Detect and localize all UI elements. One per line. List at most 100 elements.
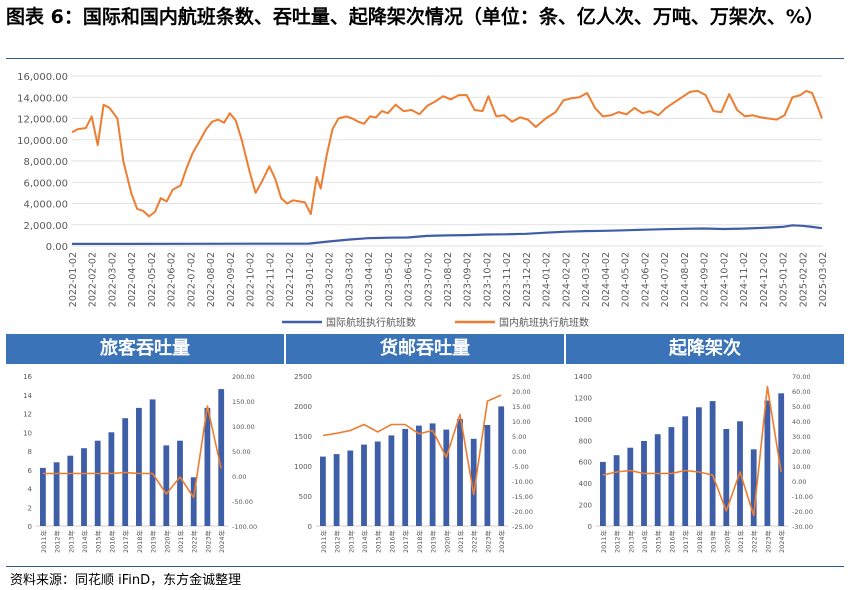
bar [764,400,771,526]
x-tick-label: 2018年 [695,530,704,554]
bar [668,427,675,526]
y2-tick-label: 50.00 [232,448,251,456]
x-tick-label: 2025-03-02 [818,252,829,307]
bar [204,407,211,526]
bar [149,399,156,526]
y2-tick-label: 0.00 [232,473,246,481]
legend-label: 国内航班执行航班数 [499,316,589,329]
x-tick-label: 2022-07-02 [186,252,197,307]
x-tick-label: 2023年 [483,530,492,554]
y-tick-label: 16 [23,373,32,381]
y2-tick-label: 30.00 [792,433,811,441]
x-tick-label: 2022-05-02 [147,252,158,307]
bar [402,428,409,526]
y2-tick-label: 5.00 [512,433,526,441]
bar [723,429,730,526]
y2-tick-label: 25.00 [512,373,531,381]
bar [67,455,74,526]
bar [190,477,197,527]
x-tick-label: 2023-04-02 [364,252,375,307]
x-tick-label: 2024年 [497,530,506,554]
panel-title-movements: 起降架次 [566,334,844,364]
bar [136,407,142,526]
x-tick-label: 2023-11-02 [502,252,513,307]
y-tick-label: 500 [299,493,312,501]
bar [498,406,505,526]
y2-tick-label: 200.00 [232,373,255,381]
bar [709,401,716,526]
y2-tick-label: -50.00 [232,498,253,506]
y-tick-label: 2000 [294,403,312,411]
y-tick-label: 1400 [574,373,592,381]
bar [641,441,647,526]
y-tick-label: 8 [28,448,32,456]
x-tick-label: 2020年 [442,530,451,554]
bar [457,419,463,526]
panel-title-passengers: 旅客吞吐量 [6,334,284,364]
x-tick-label: 2021年 [736,530,745,554]
bar [627,447,634,526]
x-tick-label: 2020年 [162,530,171,554]
y2-tick-label: -10.00 [512,478,533,486]
series-line-0 [71,224,823,245]
x-tick-label: 2024-10-02 [719,252,730,307]
x-tick-label: 2018年 [135,530,144,554]
x-tick-label: 2016年 [107,530,116,554]
x-tick-label: 2023-03-02 [344,252,355,307]
y2-tick-label: -5.00 [512,463,529,471]
x-tick-label: 2024-02-02 [561,252,572,307]
x-tick-label: 2023-06-02 [404,252,415,307]
y2-tick-label: 0.00 [512,448,526,456]
y-tick-label: 1000 [574,416,592,424]
x-tick-label: 2014年 [360,530,369,554]
x-tick-label: 2012年 [333,530,342,554]
y2-tick-label: 10.00 [512,418,531,426]
bar [81,448,87,526]
x-tick-label: 2023-07-02 [423,252,434,307]
bar [320,456,326,526]
y-tick-label: 4 [28,486,33,494]
y-tick-label: 14,000.00 [17,93,68,104]
x-tick-label: 2024-11-02 [739,252,750,307]
figure-title: 图表 6：国际和国内航班条数、吞吐量、起降架次情况（单位：条、亿人次、万吨、万架… [6,6,824,28]
bar [177,440,183,526]
y2-tick-label: -25.00 [512,523,533,531]
x-tick-label: 2018年 [415,530,424,554]
bar [94,440,101,526]
x-tick-label: 2023-10-02 [482,252,493,307]
x-tick-label: 2024年 [777,530,786,554]
panel-title-cargo: 货邮吞吐量 [286,334,564,364]
bar [778,393,785,527]
y-tick-label: 10,000.00 [17,136,68,147]
series-line-1 [71,89,823,218]
y-tick-label: 800 [579,437,592,445]
y2-tick-label: 50.00 [792,403,811,411]
bar [750,449,757,526]
growth-line [322,394,502,496]
bar [108,432,115,527]
y2-tick-label: 15.00 [512,403,531,411]
x-tick-label: 2022-04-02 [127,252,138,307]
x-tick-label: 2017年 [681,530,690,554]
y2-tick-label: 40.00 [792,418,811,426]
source-note: 资料来源：同花顺 iFinD，东方金诚整理 [10,573,242,588]
x-tick-label: 2023年 [203,530,212,554]
y-tick-label: 1200 [574,394,592,402]
x-tick-label: 2022-12-02 [285,252,296,307]
x-tick-label: 2022年 [190,530,199,554]
x-tick-label: 2014年 [640,530,649,554]
x-tick-label: 2022年 [750,530,759,554]
y2-tick-label: 60.00 [792,388,811,396]
x-tick-label: 2025-02-02 [798,252,809,307]
bar [429,423,436,526]
y2-tick-label: -15.00 [512,493,533,501]
x-tick-label: 2022-03-02 [107,252,118,307]
x-tick-label: 2021年 [456,530,465,554]
x-tick-label: 2017年 [401,530,410,554]
x-tick-label: 2023-08-02 [443,252,454,307]
y-tick-label: 4,000.00 [23,200,68,211]
y2-tick-label: -100.00 [232,523,257,531]
x-tick-label: 2015年 [94,530,103,554]
x-tick-label: 2023年 [763,530,772,554]
x-tick-label: 2016年 [667,530,676,554]
